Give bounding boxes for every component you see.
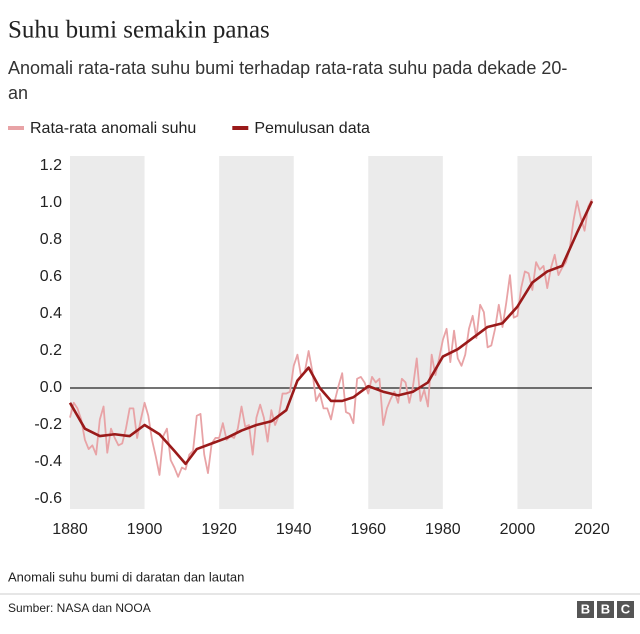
decade-band	[70, 156, 145, 509]
decade-band	[368, 156, 443, 509]
y-tick-label: 1.0	[40, 194, 62, 211]
y-tick-label: 0.6	[40, 268, 62, 285]
svg-text:B: B	[581, 601, 590, 616]
note: Anomali suhu bumi di daratan dan lautan	[8, 569, 244, 584]
legend-label: Rata-rata anomali suhu	[30, 120, 196, 137]
series-line	[68, 200, 594, 466]
legend-swatch	[232, 126, 249, 130]
source: Sumber: NASA dan NOOA	[8, 601, 151, 615]
svg-text:C: C	[621, 601, 631, 616]
decade-band	[219, 156, 294, 509]
legend-swatch	[8, 126, 24, 130]
y-tick-label: 0.2	[40, 342, 62, 359]
series-line	[69, 198, 593, 478]
x-tick-label: 1940	[276, 521, 312, 538]
legend-label: Pemulusan data	[254, 120, 370, 137]
x-tick-label: 2020	[574, 521, 610, 538]
x-tick-label: 2000	[500, 521, 536, 538]
bbc-logo: B B C	[577, 601, 634, 618]
decade-band	[517, 156, 592, 509]
chart-subtitle: Anomali rata-rata suhu bumi terhadap rat…	[8, 58, 568, 103]
y-tick-label: -0.4	[34, 453, 62, 470]
x-tick-label: 1980	[425, 521, 461, 538]
y-tick-label: 0.8	[40, 231, 62, 248]
y-tick-label: 1.2	[40, 157, 62, 174]
y-tick-label: -0.2	[34, 416, 62, 433]
y-tick-label: 0.4	[40, 305, 62, 322]
x-tick-label: 1960	[350, 521, 386, 538]
y-tick-label: -0.6	[34, 490, 62, 507]
x-tick-label: 1880	[52, 521, 88, 538]
chart-title: Suhu bumi semakin panas	[8, 17, 270, 44]
x-tick-label: 1900	[127, 521, 163, 538]
subtitle-box: Anomali rata-rata suhu bumi terhadap rat…	[8, 58, 568, 103]
svg-text:B: B	[601, 601, 610, 616]
y-tick-label: 0.0	[40, 379, 62, 396]
x-tick-label: 1920	[201, 521, 237, 538]
